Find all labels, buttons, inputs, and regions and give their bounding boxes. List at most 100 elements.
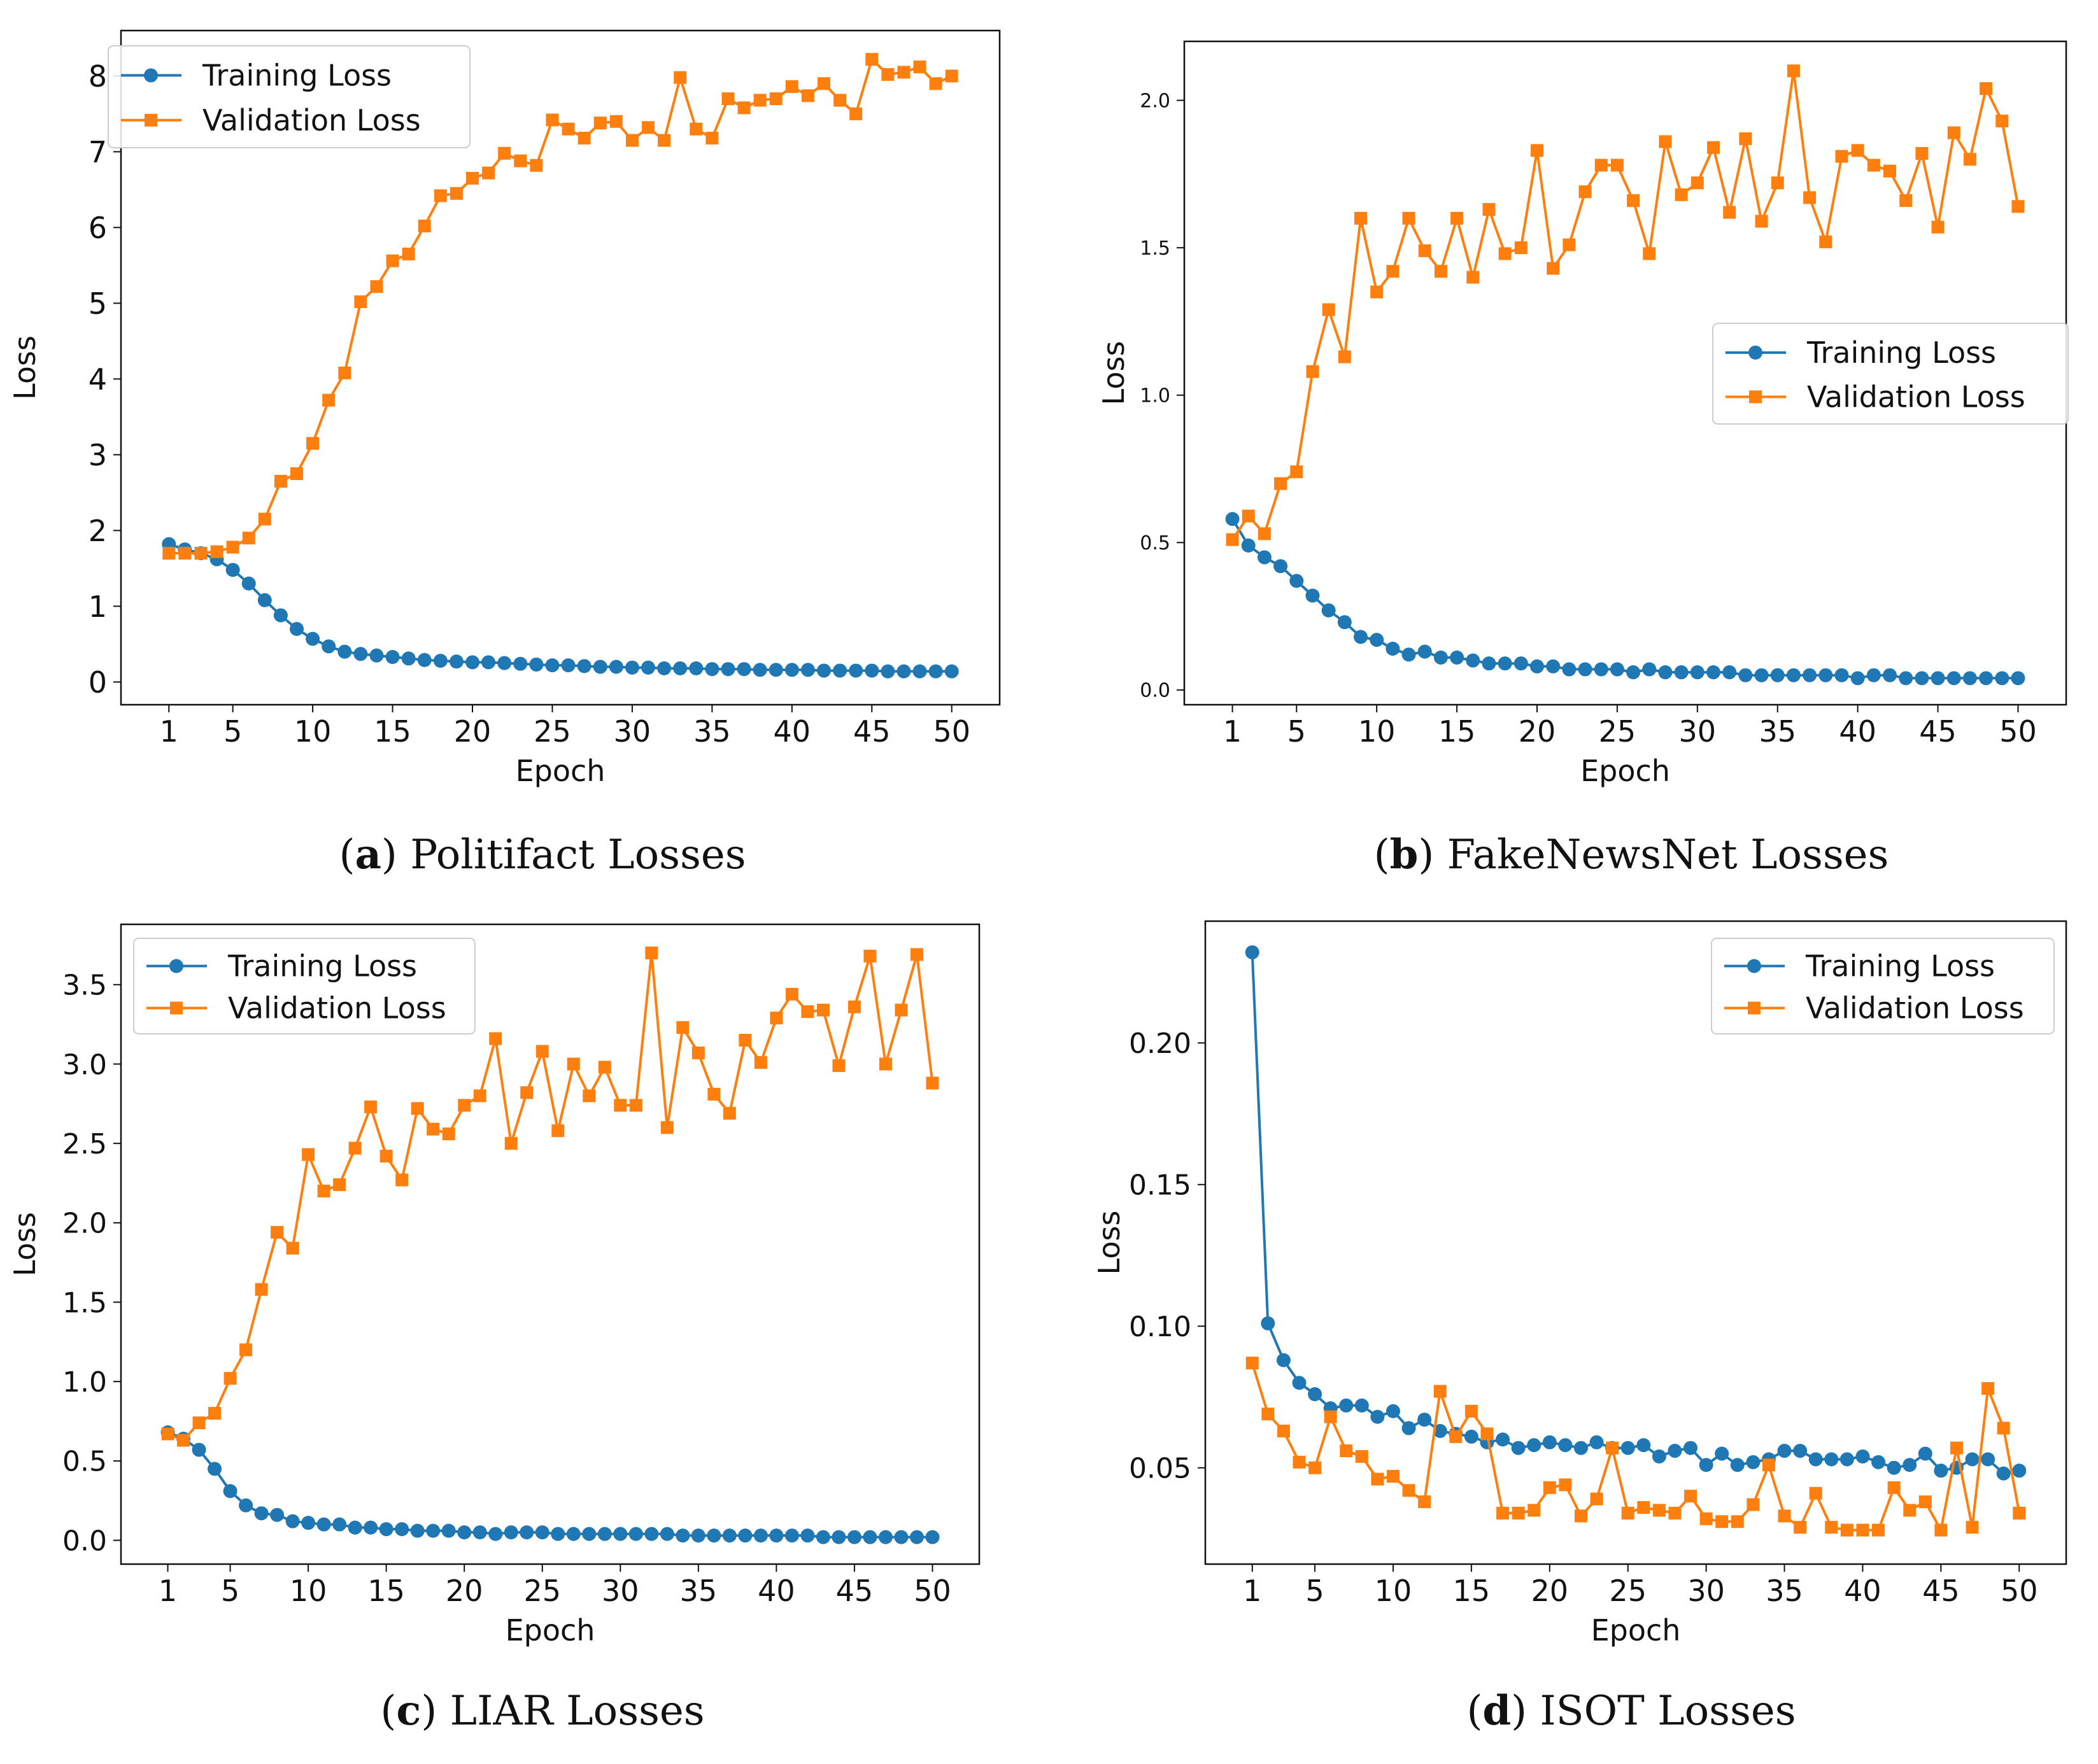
legend-marker [145,113,157,127]
data-point [1386,642,1400,656]
x-tick-label: 30 [1687,1574,1725,1608]
data-point [641,660,655,675]
data-point [1482,656,1496,671]
data-point [1918,1495,1932,1509]
series-validation [1226,64,2025,546]
data-point [1887,1460,1901,1475]
data-point [2011,200,2025,213]
data-point [1371,1472,1384,1486]
data-point [578,131,591,145]
data-point [1722,665,1737,680]
data-point [1839,1452,1854,1467]
data-point [449,654,464,669]
data-point [863,949,877,963]
data-point [194,547,208,560]
data-point [161,1427,174,1441]
data-point [691,1528,705,1543]
chart-panel-d: 1 5 10 15 20 25 30 35 40 45 500.050.100.150.20Epoc… [1092,920,2067,1648]
data-point [1747,1498,1760,1511]
data-point [913,60,926,74]
data-point [1642,662,1657,677]
data-point [613,1527,628,1541]
data-point [1321,603,1336,617]
data-point [1981,1452,1995,1467]
y-tick-label: 0 [89,665,107,700]
data-point [1995,115,2009,128]
data-point [1707,141,1720,154]
data-point [561,658,576,673]
series-validation [1245,1357,2026,1537]
data-point [241,576,256,591]
data-point [628,1527,643,1541]
data-point [1261,1408,1275,1421]
data-point [1690,665,1705,680]
data-point [721,662,735,677]
data-point [1305,588,1320,603]
data-point [1793,1444,1808,1458]
legend-marker [1749,390,1762,404]
data-point [1934,1523,1948,1537]
data-point [1620,1441,1635,1455]
caption-c: (c) LIAR Losses [380,1687,705,1735]
data-point [1794,1521,1807,1534]
series-validation [161,946,939,1447]
data-point [1547,262,1560,275]
data-point [925,1530,940,1544]
data-point [1755,215,1768,228]
data-point [364,1520,378,1535]
data-point [1966,1521,1979,1534]
data-point [1610,662,1624,677]
y-tick-label: 0.20 [1129,1027,1191,1060]
caption-text: LIAR Losses [450,1688,705,1735]
plot-frame [1204,920,2067,1565]
series-training [1245,945,2027,1481]
data-point [1947,126,1960,139]
data-point [1997,1422,2010,1435]
data-point [1324,1410,1337,1423]
data-point [255,1283,268,1296]
data-point [660,1527,674,1541]
data-point [1386,265,1400,278]
series-line [168,542,952,673]
data-point [465,655,479,670]
x-tick-label: 45 [1919,714,1957,749]
data-point [1606,1441,1619,1455]
data-point [1242,509,1255,523]
data-point [1946,671,1961,686]
data-point [1306,365,1319,378]
data-point [1659,135,1672,148]
data-point [481,655,496,670]
x-tick-label: 30 [1679,714,1717,749]
data-point [676,1528,690,1543]
data-point [879,1057,892,1071]
legend-label: Training Loss [1806,335,1996,370]
legend-label: Validation Loss [228,991,446,1026]
data-point [769,663,783,677]
data-point [226,540,239,554]
data-point [1370,285,1384,299]
x-tick-label: 35 [680,1574,718,1608]
data-point [417,653,432,667]
data-point [691,1046,705,1059]
caption-letter: c [396,1687,422,1735]
data-point [1803,191,1817,204]
y-axis-label: Loss [1096,341,1131,406]
data-point [690,122,703,136]
data-point [1731,1515,1744,1528]
data-point [784,1528,799,1543]
data-point [364,1100,378,1113]
data-point [770,1012,783,1025]
data-point [225,563,240,577]
data-point [458,1099,471,1112]
data-point [597,1527,612,1541]
x-tick-label: 20 [454,714,492,749]
chart-panel-a: 1 5 10 15 20 25 30 35 40 45 50012345678EpochLossTr… [8,29,1001,788]
legend-marker [1747,959,1761,973]
data-point [1699,1512,1713,1525]
y-tick-label: 3.0 [62,1048,107,1081]
data-point [348,1520,362,1535]
x-tick-label: 35 [1759,714,1796,749]
data-point [769,1528,784,1543]
data-point [598,1061,611,1074]
legend-marker [170,1001,183,1015]
